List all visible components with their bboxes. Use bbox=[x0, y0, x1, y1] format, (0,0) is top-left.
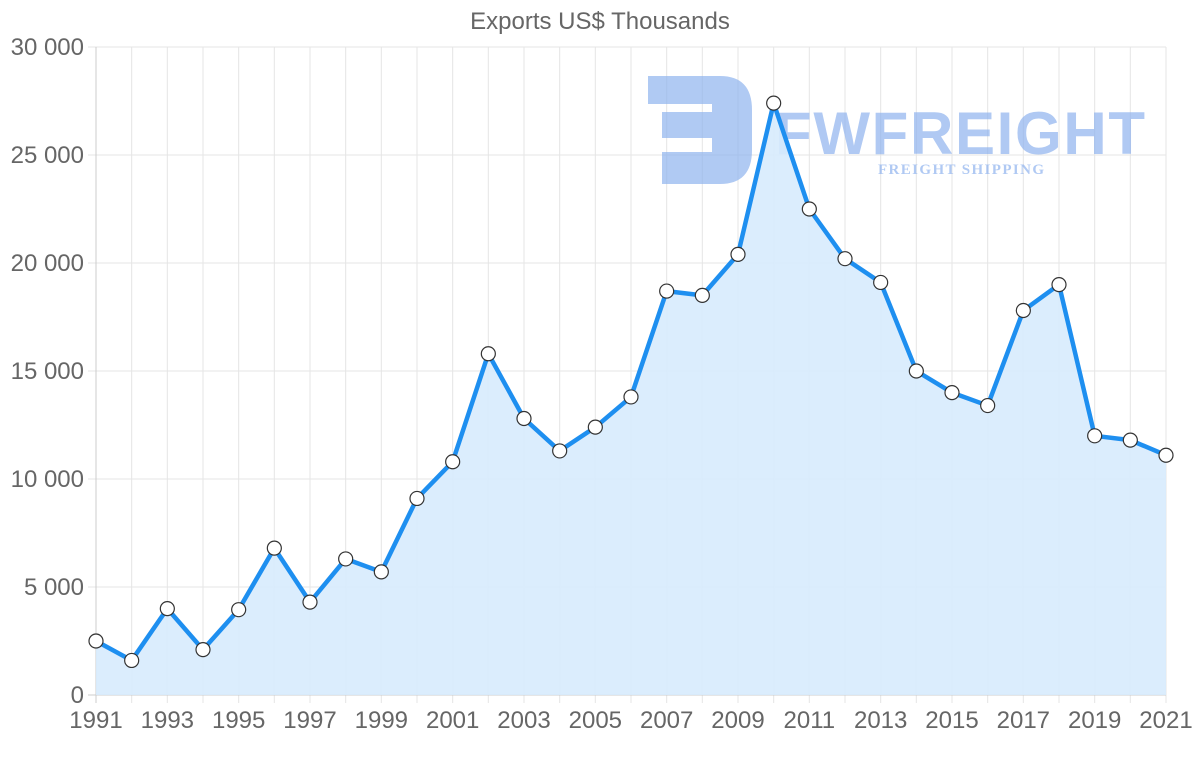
data-point[interactable] bbox=[944, 385, 960, 401]
x-tick-label: 1999 bbox=[355, 707, 408, 734]
data-point[interactable] bbox=[587, 419, 603, 435]
svg-text:FREIGHT SHIPPING: FREIGHT SHIPPING bbox=[878, 162, 1044, 178]
data-point[interactable] bbox=[373, 564, 389, 580]
data-point[interactable] bbox=[88, 633, 104, 649]
x-tick-label: 2019 bbox=[1068, 707, 1121, 734]
x-tick-label: 1993 bbox=[141, 707, 194, 734]
data-point[interactable] bbox=[1158, 447, 1174, 463]
y-axis: 0 5 000 10 000 15 000 20 000 25 000 30 000 bbox=[11, 34, 84, 709]
y-tick-label: 5 000 bbox=[24, 574, 84, 601]
data-points bbox=[88, 95, 1174, 669]
x-tick-label: 1997 bbox=[283, 707, 336, 734]
x-tick-label: 2011 bbox=[784, 707, 836, 734]
data-point[interactable] bbox=[552, 443, 568, 459]
data-point[interactable] bbox=[1015, 302, 1031, 319]
y-tick-label: 20 000 bbox=[11, 250, 84, 277]
x-tick-label: 2003 bbox=[497, 707, 550, 734]
data-point[interactable] bbox=[730, 246, 746, 262]
data-point[interactable] bbox=[980, 397, 996, 414]
data-point[interactable] bbox=[1087, 428, 1103, 444]
data-point[interactable] bbox=[409, 490, 425, 507]
data-point[interactable] bbox=[837, 251, 853, 267]
data-point[interactable] bbox=[195, 642, 211, 658]
chart-title: Exports US$ Thousands bbox=[470, 8, 730, 35]
data-point[interactable] bbox=[480, 346, 496, 362]
x-tick-label: 1991 bbox=[69, 707, 122, 734]
data-point[interactable] bbox=[338, 551, 354, 567]
svg-text:FWFREIGHT: FWFREIGHT bbox=[775, 100, 1145, 167]
data-point[interactable] bbox=[445, 454, 461, 470]
x-tick-label: 2017 bbox=[997, 707, 1050, 734]
y-tick-label: 10 000 bbox=[11, 466, 84, 493]
data-point[interactable] bbox=[801, 201, 817, 217]
data-point[interactable] bbox=[873, 274, 889, 291]
x-tick-label: 2009 bbox=[711, 707, 764, 734]
y-tick-label: 15 000 bbox=[11, 358, 84, 385]
data-point[interactable] bbox=[659, 283, 675, 299]
x-tick-label: 2005 bbox=[569, 707, 622, 734]
data-point[interactable] bbox=[908, 363, 924, 379]
data-point[interactable] bbox=[266, 540, 282, 556]
x-tick-label: 2007 bbox=[640, 707, 693, 734]
x-tick-label: 2001 bbox=[426, 707, 479, 734]
data-point[interactable] bbox=[1051, 277, 1067, 293]
x-tick-label: 2015 bbox=[925, 707, 978, 734]
data-point[interactable] bbox=[623, 389, 639, 405]
y-tick-label: 25 000 bbox=[11, 142, 84, 169]
x-tick-label: 1995 bbox=[212, 707, 265, 734]
data-point[interactable] bbox=[124, 652, 140, 669]
data-point[interactable] bbox=[231, 602, 247, 618]
data-point[interactable] bbox=[159, 600, 175, 617]
data-point[interactable] bbox=[766, 95, 782, 111]
x-axis: 1991 1993 1995 1997 1999 2001 2003 2005 2007 2009… bbox=[69, 707, 1192, 734]
y-tick-label: 0 bbox=[71, 682, 84, 709]
data-point[interactable] bbox=[1122, 432, 1138, 448]
data-point[interactable] bbox=[516, 410, 532, 427]
x-tick-label: 2013 bbox=[854, 707, 907, 734]
data-point[interactable] bbox=[302, 594, 318, 610]
x-tick-label: 2021 bbox=[1139, 707, 1192, 734]
data-point[interactable] bbox=[694, 287, 710, 303]
y-tick-label: 30 000 bbox=[11, 34, 84, 61]
